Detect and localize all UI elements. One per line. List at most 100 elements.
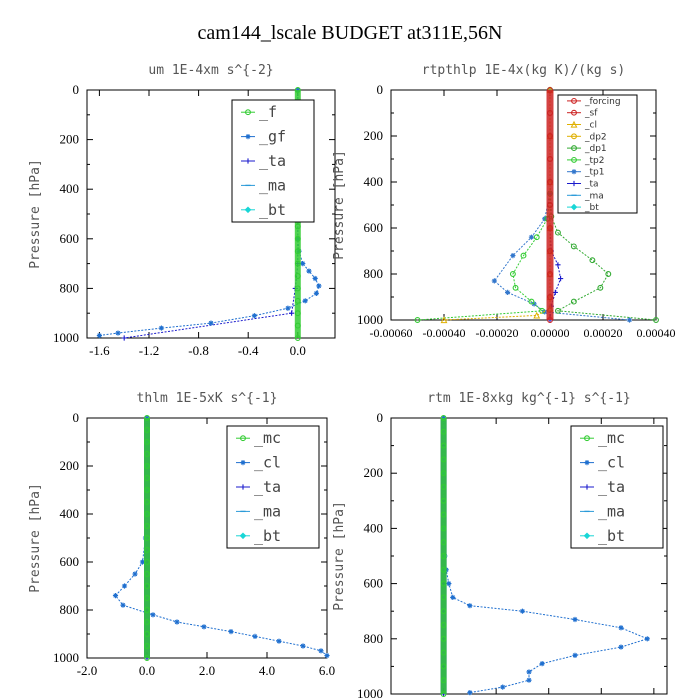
x-tick-label: -2.0 xyxy=(77,663,98,678)
legend-box xyxy=(557,94,638,214)
legend-item-ta: _ta xyxy=(580,478,625,496)
data-point xyxy=(440,580,447,587)
data-point xyxy=(132,571,138,577)
data-point xyxy=(96,332,102,339)
legend-marker xyxy=(571,97,577,104)
legend-label: _ta xyxy=(598,478,625,496)
legend-item-forcing: _forcing xyxy=(567,97,621,107)
legend-marker xyxy=(584,484,590,490)
series-mc xyxy=(144,415,150,661)
data-point xyxy=(144,583,150,589)
data-point xyxy=(139,559,146,565)
legend-marker xyxy=(571,169,577,175)
legend-item-ma: _ma xyxy=(580,502,625,520)
data-point xyxy=(572,652,578,658)
data-point xyxy=(618,625,624,631)
y-tick-label: 400 xyxy=(364,520,384,535)
legend-item-ma: _ma xyxy=(241,176,286,194)
data-point xyxy=(555,262,561,268)
data-point xyxy=(294,235,301,242)
legend-label: _forcing xyxy=(584,97,621,107)
data-point xyxy=(519,608,526,614)
data-point xyxy=(440,415,447,421)
data-point xyxy=(500,684,506,690)
data-point xyxy=(570,298,577,305)
panel-rtm: rtm 1E-8xkg kg^{-1} s^{-1} Pressure [hPa]… xyxy=(332,391,668,700)
data-point xyxy=(144,427,150,433)
legend-label: _cl xyxy=(254,454,281,472)
legend-label: _dp2 xyxy=(584,132,607,142)
legend-item-mc: _mc xyxy=(580,429,625,447)
data-point xyxy=(440,553,447,559)
data-point xyxy=(539,661,545,667)
data-point xyxy=(440,442,447,449)
y-tick-label: 1000 xyxy=(53,650,79,665)
data-point xyxy=(300,643,306,649)
data-point xyxy=(440,484,447,490)
x-tick-label: 0.00040 xyxy=(637,326,676,340)
legend-marker xyxy=(240,435,246,442)
data-point xyxy=(294,297,301,304)
x-tick-label: 0.0 xyxy=(139,663,155,678)
data-point xyxy=(285,305,291,311)
y-tick-label: 200 xyxy=(364,465,384,480)
y-tick-label: 400 xyxy=(60,506,80,521)
legend-marker xyxy=(245,158,251,164)
data-point xyxy=(318,648,324,654)
y-tick-label: 1000 xyxy=(357,312,383,327)
data-point xyxy=(467,690,473,696)
y-axis-label: Pressure [hPa] xyxy=(332,150,347,260)
y-tick-label: 800 xyxy=(364,631,384,646)
legend-item-f: _f xyxy=(241,103,277,121)
data-point xyxy=(547,110,553,116)
data-point xyxy=(547,202,553,208)
legend-label: _dp1 xyxy=(584,144,607,154)
legend-label: _mc xyxy=(598,429,625,447)
legend-label: _ta xyxy=(584,180,599,190)
data-point xyxy=(547,294,553,300)
series-tp2 xyxy=(414,87,553,323)
data-point xyxy=(144,415,150,421)
data-point xyxy=(144,631,150,637)
data-point xyxy=(251,313,257,319)
data-point xyxy=(446,581,452,587)
data-point xyxy=(294,248,301,255)
data-point xyxy=(440,608,447,615)
legend-item-bt: _bt xyxy=(567,203,599,213)
data-point xyxy=(414,317,421,323)
y-tick-label: 0 xyxy=(73,82,80,97)
legend-marker xyxy=(570,203,578,211)
figure-title: cam144_lscale BUDGET at311E,56N xyxy=(197,22,503,44)
data-point xyxy=(324,653,330,659)
x-tick-label: -0.00020 xyxy=(476,326,519,340)
data-point xyxy=(120,602,126,608)
legend-label: _ma xyxy=(584,191,604,201)
legend-marker xyxy=(244,206,252,214)
data-point xyxy=(440,497,447,504)
data-point xyxy=(440,470,447,477)
data-point xyxy=(597,284,604,291)
x-tick-label: 4.0 xyxy=(259,663,275,678)
legend-item-sf: _sf xyxy=(567,109,598,119)
y-tick-label: 0 xyxy=(73,410,80,425)
data-point xyxy=(144,439,150,445)
series-line xyxy=(417,90,551,321)
y-axis-label: Pressure [hPa] xyxy=(28,483,43,593)
legend-item-ta: _ta xyxy=(241,152,286,170)
legend-label: _bt xyxy=(254,527,281,545)
data-point xyxy=(440,691,447,697)
legend-label: _bt xyxy=(584,203,599,213)
data-point xyxy=(144,487,150,493)
data-point xyxy=(528,234,535,240)
data-point xyxy=(440,316,448,324)
panel-rtpthlp: rtpthlp 1E-4x(kg K)/(kg s) Pressure [hPa]… xyxy=(332,63,676,340)
data-point xyxy=(144,511,150,517)
data-point xyxy=(440,649,447,656)
legend-item-bt: _bt xyxy=(236,527,281,545)
data-point xyxy=(440,511,447,518)
data-point xyxy=(150,612,156,618)
data-point xyxy=(294,310,301,317)
x-tick-label: -0.8 xyxy=(188,343,209,358)
y-axis-label: Pressure [hPa] xyxy=(332,501,347,611)
x-tick-label: -0.00040 xyxy=(423,326,466,340)
